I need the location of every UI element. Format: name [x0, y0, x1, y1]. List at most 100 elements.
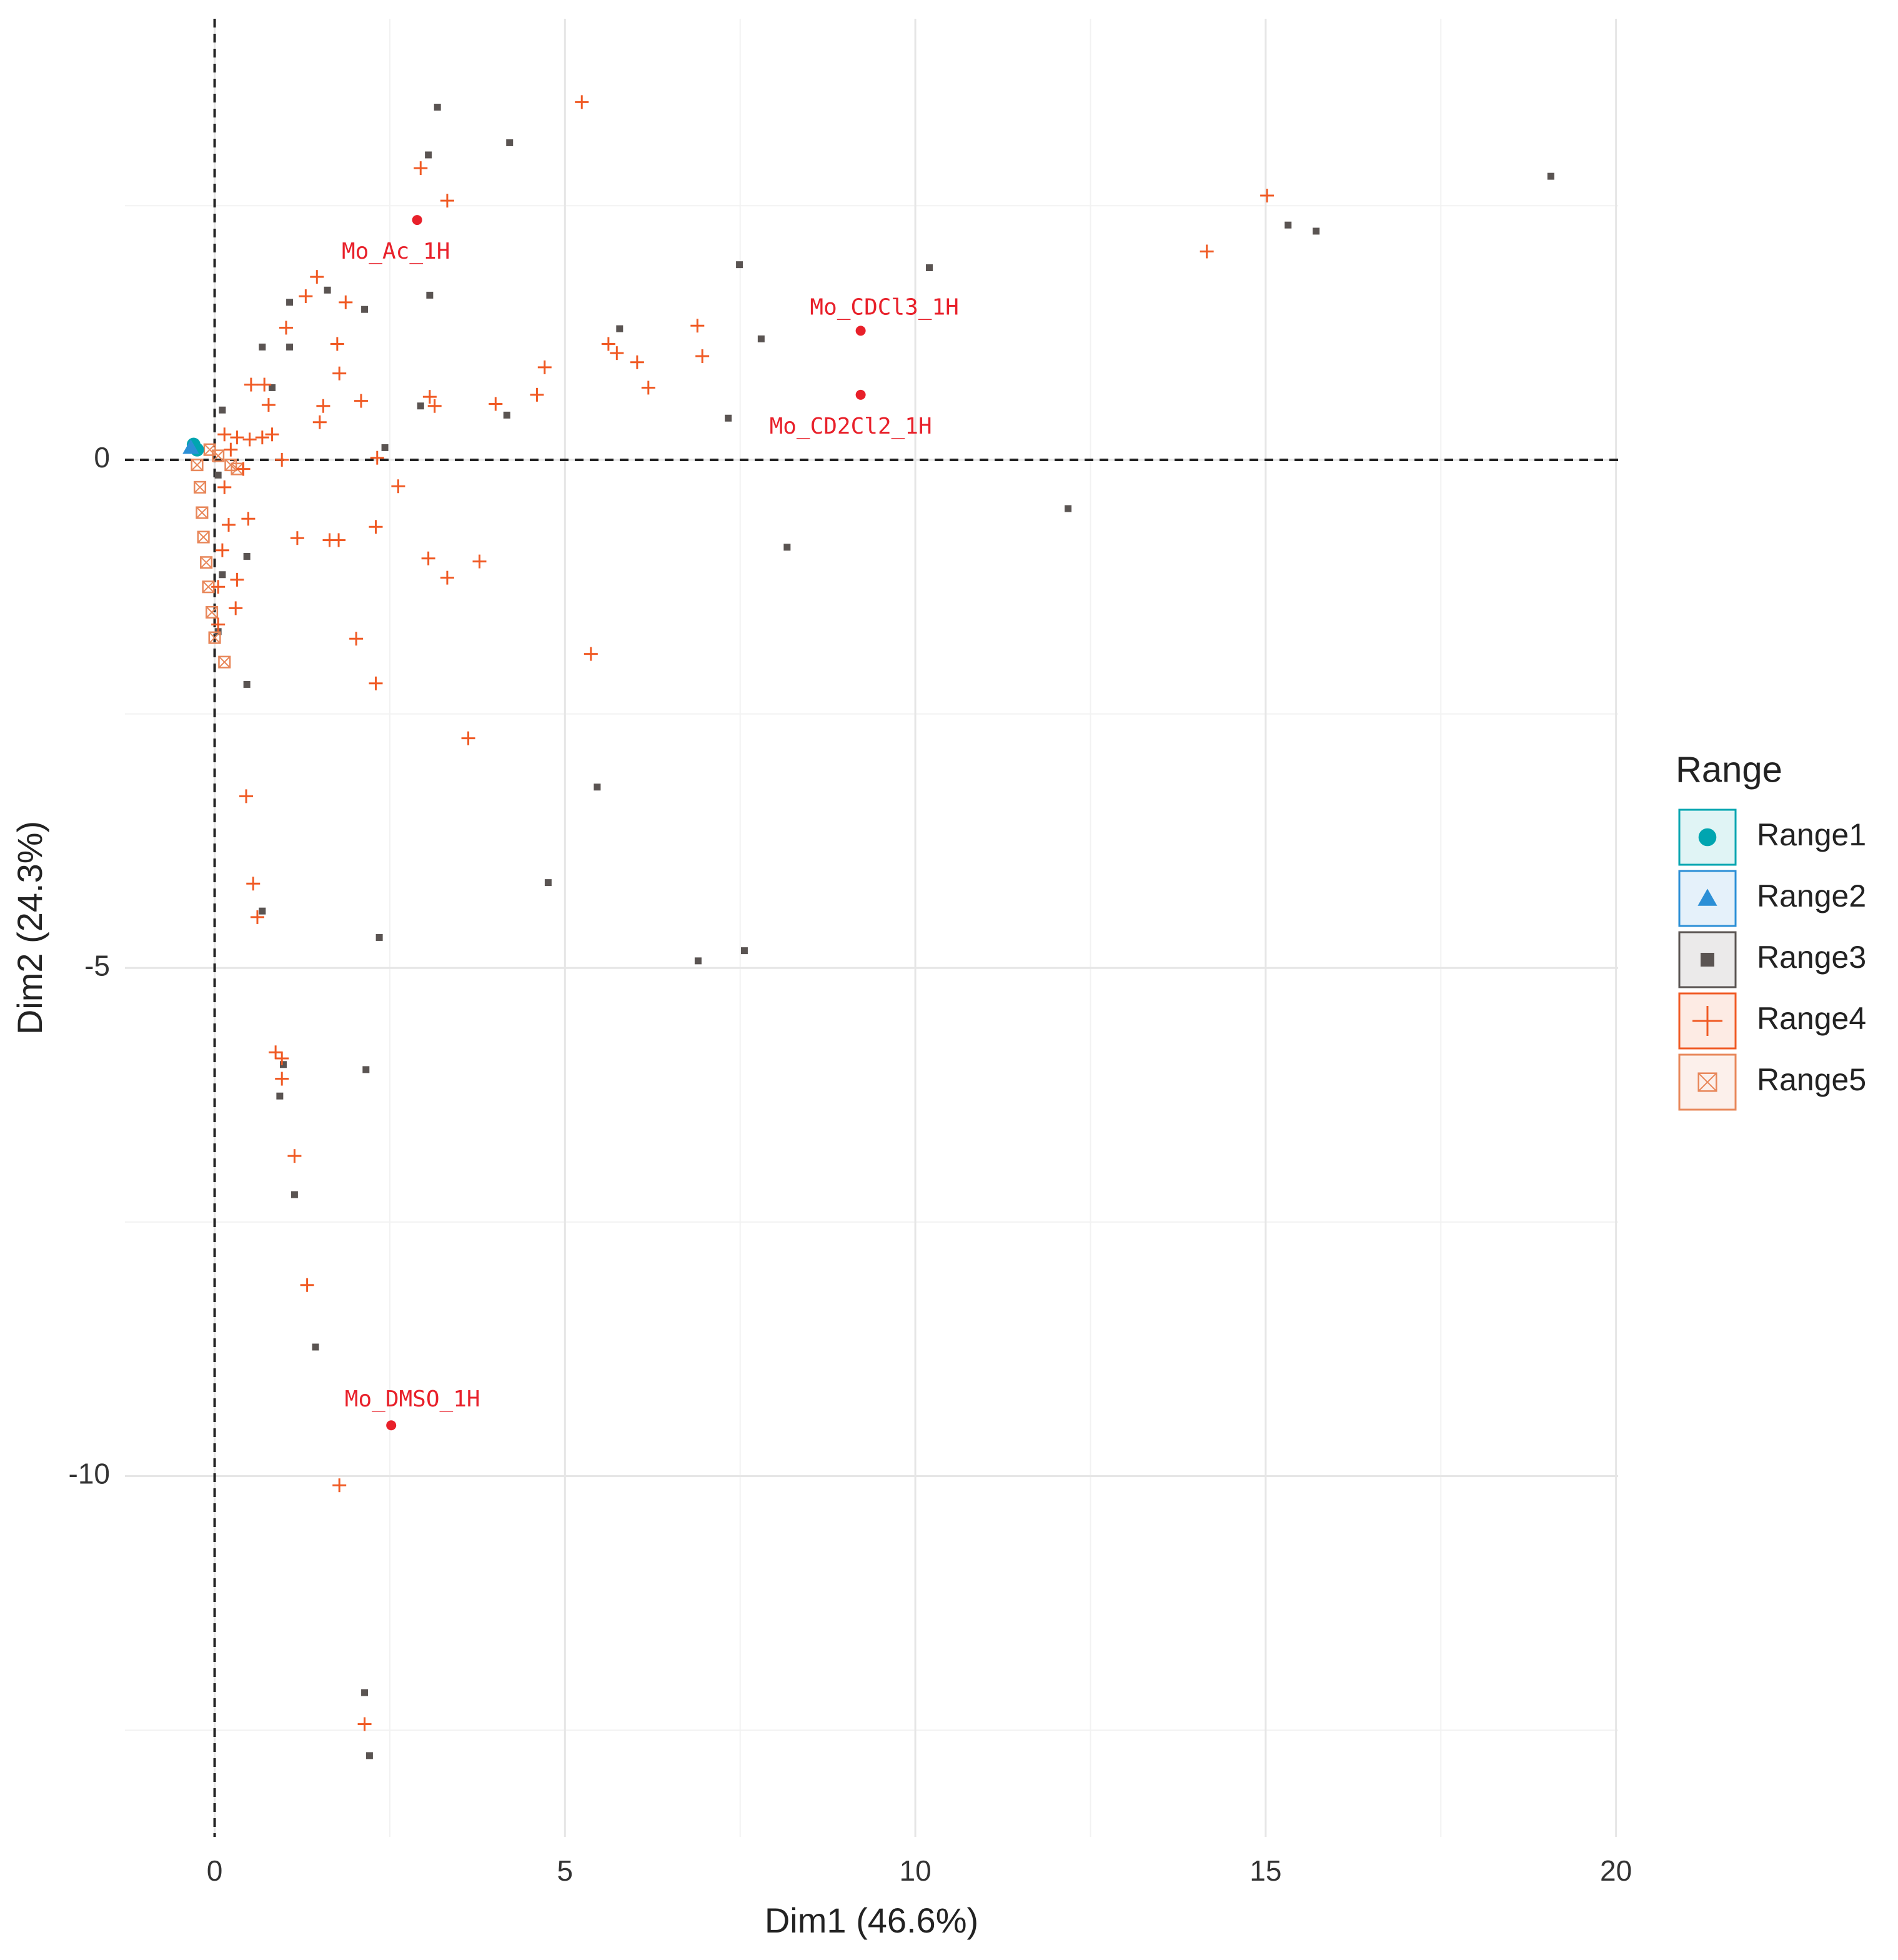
marker-part: [286, 343, 294, 351]
legend-key: [1678, 808, 1737, 866]
point: [1260, 189, 1274, 203]
marker-part: [1701, 953, 1714, 967]
point: [219, 406, 226, 414]
marker-part: [191, 459, 204, 471]
point: [349, 632, 364, 646]
point: [243, 680, 251, 688]
marker-part: [1698, 828, 1717, 847]
point: [361, 1689, 369, 1696]
point: [269, 1045, 283, 1060]
point-label: Mo_DMSO_1H: [345, 1386, 480, 1412]
point: [330, 337, 344, 351]
point: [242, 432, 257, 447]
point: [391, 479, 405, 494]
marker-part: [286, 299, 294, 306]
x-tick-label: 10: [900, 1854, 932, 1887]
point-label: Mo_Ac_1H: [342, 239, 450, 264]
marker-part: [381, 444, 389, 451]
point: [312, 415, 327, 429]
marker-part: [191, 459, 204, 472]
marker-part: [194, 481, 206, 494]
point: [434, 104, 441, 111]
point: [354, 394, 368, 408]
point: [200, 556, 213, 569]
point: [1547, 172, 1554, 180]
marker-part: [783, 544, 791, 551]
point: [1200, 244, 1214, 259]
y-tick-label: 0: [94, 441, 110, 474]
marker-part: [375, 933, 383, 941]
point-label: Mo_CDCl3_1H: [810, 294, 958, 320]
marker-part: [269, 384, 276, 391]
supplementary-point: [855, 389, 866, 400]
marker-part: [1547, 172, 1554, 180]
point: [265, 427, 279, 442]
marker-part: [200, 556, 212, 569]
marker-part: [365, 1752, 373, 1759]
marker-part: [362, 1066, 370, 1073]
point: [503, 411, 510, 419]
point: [695, 349, 710, 364]
point: [276, 1092, 284, 1100]
point: [217, 427, 232, 442]
point: [255, 430, 269, 445]
marker-part: [1697, 1072, 1717, 1092]
marker-part: [1065, 505, 1072, 512]
point: [243, 552, 251, 560]
marker-part: [259, 907, 266, 915]
marker-part: [243, 680, 251, 688]
point: [365, 1752, 373, 1759]
point: [219, 571, 226, 579]
point: [641, 381, 655, 395]
marker-part: [425, 151, 432, 159]
point: [239, 789, 254, 803]
point: [1697, 1072, 1717, 1092]
point: [1701, 953, 1714, 967]
marker-part: [218, 656, 231, 669]
point: [287, 1149, 302, 1163]
point: [244, 377, 258, 392]
point: [324, 286, 331, 294]
point: [286, 343, 294, 351]
point: [461, 731, 475, 745]
point: [191, 459, 204, 472]
point: [425, 151, 432, 159]
point: [783, 544, 791, 551]
point: [246, 877, 261, 891]
marker-part: [324, 286, 331, 294]
marker-part: [197, 530, 210, 544]
marker-part: [243, 552, 251, 560]
point: [381, 444, 389, 451]
marker-part: [212, 449, 225, 462]
point: [357, 1717, 372, 1731]
point: [229, 601, 243, 615]
point: [489, 397, 503, 411]
marker-part: [291, 1191, 298, 1198]
point: [361, 306, 369, 313]
marker-part: [259, 343, 266, 351]
point: [1065, 505, 1072, 512]
point: [279, 321, 293, 335]
point: [339, 295, 353, 309]
marker-part: [757, 335, 765, 342]
supplementary-point: [412, 215, 422, 226]
point: [725, 414, 732, 422]
marker-part: [426, 291, 434, 299]
marker-part: [1313, 227, 1320, 235]
point: [221, 518, 236, 532]
marker-part: [361, 1689, 369, 1696]
point: [537, 360, 552, 374]
legend-title: Range: [1676, 749, 1782, 790]
point: [575, 95, 589, 109]
point: [369, 520, 383, 534]
point: [740, 947, 748, 955]
point: [230, 572, 244, 587]
marker-part: [202, 580, 214, 593]
point: [310, 270, 324, 284]
point: [291, 1191, 298, 1198]
marker-part: [616, 325, 624, 332]
point: [196, 506, 209, 519]
y-tick-label: -10: [69, 1458, 110, 1490]
point: [316, 399, 330, 413]
